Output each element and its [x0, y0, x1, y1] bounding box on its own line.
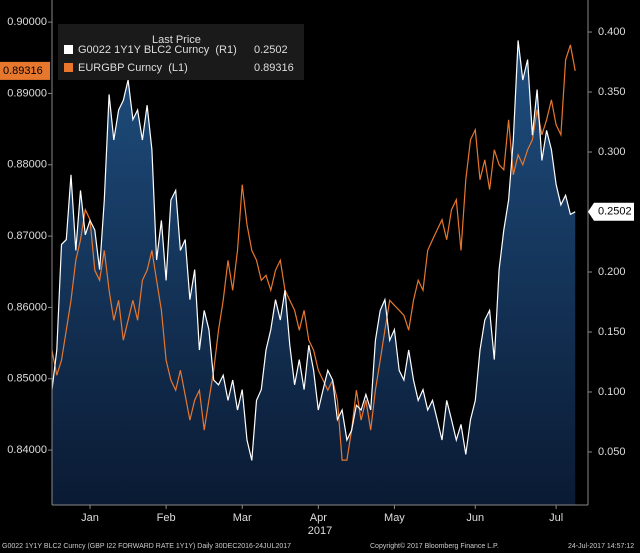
y-tick-label: 0.86000: [7, 301, 47, 313]
y-tick-label: 0.88000: [7, 159, 47, 171]
y2-tick-label: 0.050: [598, 446, 626, 458]
legend: Last Price G0022 1Y1Y BLC2 Curncy (R1) 0.…: [58, 24, 304, 80]
legend-label: EURGBP Curncy (L1): [78, 62, 188, 74]
y2-tick-label: 0.400: [598, 26, 626, 38]
x-tick-label: Jan: [81, 512, 99, 524]
y2-tick-label: 0.200: [598, 266, 626, 278]
y-tick-label: 0.84000: [7, 444, 47, 456]
area: [52, 40, 576, 506]
y2-tick-label: 0.350: [598, 86, 626, 98]
last-value-label: 0.89316: [3, 65, 43, 77]
line: [51, 44, 576, 461]
legend-value: 0.89316: [254, 62, 294, 74]
legend-title: Last Price: [152, 34, 201, 46]
legend-label: G0022 1Y1Y BLC2 Curncy (R1): [78, 44, 237, 56]
x-tick-label: Jul: [549, 512, 563, 524]
legend-box: [58, 24, 304, 80]
x-tick-label: Feb: [157, 512, 176, 524]
plot-area: [51, 40, 576, 506]
legend-swatch: [64, 45, 73, 54]
x-tick-label: Apr: [310, 512, 327, 524]
y-tick-label: 0.87000: [7, 230, 47, 242]
y2-tick-label: 0.150: [598, 326, 626, 338]
x-tick-label: Mar: [233, 512, 252, 524]
legend-swatch: [64, 63, 73, 72]
y2-tick-label: 0.100: [598, 386, 626, 398]
last-value-label: 0.2502: [598, 206, 632, 218]
footer-source: G0022 1Y1Y BLC2 Curncy (GBP I22 FORWARD …: [2, 543, 291, 550]
y-tick-label: 0.89000: [7, 87, 47, 99]
legend-value: 0.2502: [254, 44, 288, 56]
x-tick-label: Jun: [466, 512, 484, 524]
footer-timestamp: 24-Jul-2017 14:57:12: [568, 543, 634, 550]
x-year-label: 2017: [308, 525, 332, 537]
y2-tick-label: 0.300: [598, 146, 626, 158]
x-tick-label: May: [384, 512, 405, 524]
line: [51, 40, 576, 461]
footer-copyright: Copyright© 2017 Bloomberg Finance L.P.: [370, 542, 499, 550]
last-value-badge: [588, 202, 634, 221]
y-tick-label: 0.85000: [7, 373, 47, 385]
y-tick-label: 0.90000: [7, 16, 47, 28]
last-value-badge: [0, 61, 50, 80]
